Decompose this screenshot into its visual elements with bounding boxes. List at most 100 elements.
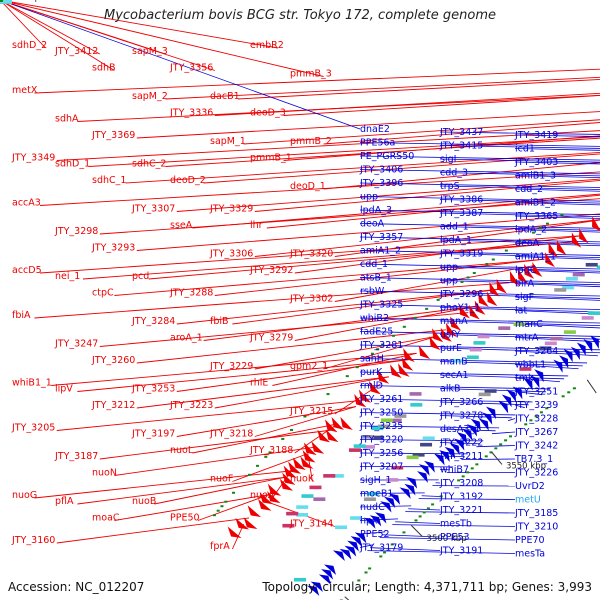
- right-gene-label: lpdA_1: [440, 235, 472, 246]
- right-strand-feature: [583, 338, 593, 353]
- right-gene-label: phoY1_1: [440, 303, 481, 314]
- left-gene-label: pcd: [132, 271, 149, 282]
- outer-tick-dot: [425, 307, 429, 310]
- left-strand-feature: [397, 363, 410, 377]
- right-strand-feature: [485, 406, 497, 420]
- right-strand-feature: [563, 349, 573, 363]
- right-connector: [508, 418, 516, 422]
- rna-feature: [294, 577, 307, 582]
- rna-feature: [513, 322, 526, 327]
- outer-tick-dot: [504, 249, 508, 252]
- right-gene-label: JTY_3220: [359, 435, 403, 446]
- left-strand-feature: [258, 498, 272, 511]
- outer-tick-dot: [381, 343, 385, 346]
- left-gene-label: nuoA: [250, 490, 275, 501]
- right-connector: [359, 263, 600, 270]
- right-connector: [439, 172, 600, 177]
- left-connector: [232, 453, 309, 482]
- left-gene-label: pmmB_1: [250, 153, 292, 164]
- left-connector: [34, 68, 600, 94]
- left-strand-feature: [243, 517, 258, 529]
- right-connector: [439, 428, 496, 432]
- left-gene-label: pflA: [55, 496, 74, 507]
- left-connector: [114, 446, 315, 476]
- right-gene-label: manA: [440, 316, 468, 327]
- left-gene-label: sdhC_1: [92, 175, 126, 186]
- right-gene-label: moeB1: [360, 489, 393, 500]
- right-gene-label: JTY_3264: [514, 346, 558, 357]
- right-connector: [439, 455, 465, 458]
- left-gene-label: JTY_3412: [54, 46, 98, 57]
- right-strand-feature: [559, 355, 569, 369]
- left-strand-feature: [401, 356, 414, 371]
- inner-tick-dot: [489, 451, 493, 454]
- right-connector: [439, 253, 600, 259]
- inner-tick-dot: [470, 467, 474, 470]
- left-connector: [334, 265, 536, 302]
- inner-tick-dot: [457, 479, 461, 482]
- outer-tick-dot: [247, 473, 251, 476]
- rna-feature: [484, 389, 497, 393]
- left-connector: [254, 406, 357, 437]
- inner-tick-dot: [364, 571, 368, 574]
- right-connector: [514, 337, 600, 343]
- left-gene-label: JTY_3212: [91, 400, 135, 411]
- left-connector: [34, 282, 510, 319]
- rna-feature: [313, 497, 326, 501]
- left-gene-label: deoD_3: [250, 108, 286, 119]
- left-gene-label: pmmB_3: [290, 69, 332, 80]
- inner-tick-dot: [475, 463, 479, 466]
- right-gene-label: JTY_3419: [514, 130, 558, 141]
- right-gene-label: JTY_3235: [359, 421, 403, 432]
- left-connector: [114, 258, 545, 296]
- gene-labels: sdhD_2sapM_3embR2JTY_3412JTY_3356pmmB_3s…: [11, 40, 558, 560]
- right-connector: [439, 280, 600, 286]
- left-strand-feature: [325, 429, 339, 443]
- right-connector: [492, 431, 516, 435]
- outer-tick-dot: [391, 334, 395, 337]
- left-strand-feature: [292, 457, 306, 470]
- outer-tick-dot: [303, 415, 307, 418]
- left-gene-label: rhlE: [250, 378, 268, 389]
- left-connector: [77, 476, 286, 505]
- right-strand-feature: [439, 450, 450, 463]
- right-strand-feature: [369, 515, 382, 527]
- kbp-label: 3800 kbp: [0, 0, 40, 3]
- right-connector: [514, 229, 600, 233]
- left-connector: [114, 493, 270, 521]
- right-gene-label: upp: [440, 262, 458, 273]
- left-gene-label: sdhB: [92, 63, 116, 74]
- left-strand-feature: [282, 472, 296, 485]
- right-connector: [439, 415, 512, 419]
- right-connector: [514, 215, 600, 219]
- left-gene-label: JTY_3253: [131, 384, 175, 395]
- left-connector: [254, 180, 600, 212]
- outer-tick-dot: [518, 240, 522, 243]
- rna-feature: [596, 265, 600, 270]
- left-connector: [125, 151, 600, 184]
- inner-tick-dot: [534, 415, 538, 418]
- right-connector: [359, 304, 600, 310]
- right-gene-label: JTY_3250: [359, 408, 403, 419]
- right-gene-label: JTY_3319: [439, 249, 483, 260]
- left-strand-feature: [302, 449, 316, 463]
- right-gene-label: sigH_1: [360, 475, 392, 486]
- right-connector: [439, 131, 600, 135]
- left-connector: [0, 0, 324, 77]
- left-strand-feature: [469, 305, 480, 320]
- right-connector: [379, 537, 516, 541]
- right-connector: [514, 175, 600, 178]
- outer-tick-dot: [485, 263, 489, 266]
- left-gene-label: nuoF: [210, 474, 233, 485]
- right-connector: [439, 293, 600, 299]
- left-strand-feature: [283, 465, 297, 478]
- rna-feature: [282, 523, 295, 528]
- inner-tick-dot: [0, 0, 3, 2]
- inner-tick-dot: [461, 475, 465, 478]
- rna-feature: [412, 453, 425, 457]
- outer-tick-dot: [232, 491, 236, 494]
- right-gene-label: amiA1_2: [360, 246, 401, 257]
- rna-feature: [296, 505, 309, 509]
- inner-tick-dot: [499, 443, 503, 446]
